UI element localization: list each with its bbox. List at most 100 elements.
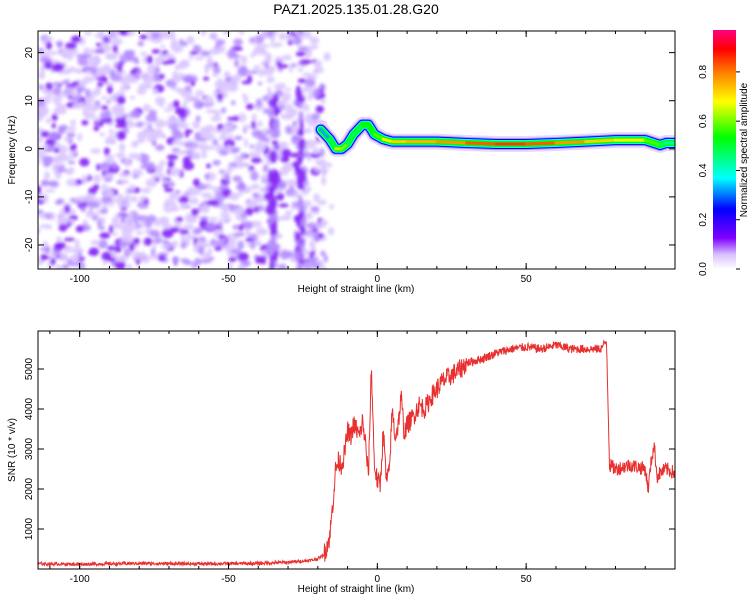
noise-blob bbox=[319, 84, 326, 90]
noise-streak bbox=[298, 102, 303, 110]
noise-blob bbox=[191, 208, 199, 217]
noise-blob bbox=[313, 193, 320, 203]
noise-blob bbox=[38, 105, 49, 116]
noise-blob bbox=[277, 263, 288, 269]
noise-blob bbox=[284, 250, 294, 258]
noise-blob bbox=[271, 140, 279, 146]
noise-blob bbox=[159, 160, 166, 166]
noise-streak bbox=[296, 155, 303, 166]
noise-blob bbox=[205, 109, 216, 114]
noise-blob bbox=[45, 224, 53, 230]
noise-blob bbox=[115, 260, 126, 269]
noise-blob bbox=[213, 186, 221, 193]
noise-blob bbox=[233, 232, 246, 237]
x-tick-label: -50 bbox=[221, 274, 236, 285]
noise-blob bbox=[94, 116, 101, 122]
noise-blob bbox=[132, 169, 143, 175]
noise-blob bbox=[93, 125, 100, 132]
noise-blob bbox=[85, 211, 96, 218]
noise-blob bbox=[201, 216, 209, 221]
noise-blob bbox=[98, 31, 105, 39]
noise-streak bbox=[299, 242, 305, 252]
noise-blob bbox=[315, 259, 324, 265]
noise-blob bbox=[72, 81, 80, 87]
noise-blob bbox=[215, 88, 222, 93]
noise-blob bbox=[100, 96, 108, 100]
noise-blob bbox=[194, 131, 201, 140]
noise-blob bbox=[206, 61, 215, 69]
noise-blob bbox=[236, 183, 247, 191]
noise-blob bbox=[201, 151, 208, 159]
noise-blob bbox=[251, 113, 257, 121]
noise-blob bbox=[252, 49, 259, 56]
noise-blob bbox=[144, 237, 153, 246]
noise-blob bbox=[264, 61, 270, 70]
noise-blob bbox=[208, 48, 221, 55]
noise-blob bbox=[304, 78, 316, 87]
noise-blob bbox=[94, 86, 101, 94]
noise-blob bbox=[99, 111, 110, 120]
noise-blob bbox=[50, 257, 56, 266]
noise-blob bbox=[62, 68, 73, 74]
noise-blob bbox=[309, 36, 320, 45]
noise-blob bbox=[201, 51, 211, 56]
noise-blob bbox=[257, 120, 263, 127]
noise-blob bbox=[219, 149, 229, 156]
noise-blob bbox=[219, 212, 231, 218]
noise-blob bbox=[150, 248, 156, 256]
noise-blob bbox=[233, 38, 243, 47]
noise-blob bbox=[129, 184, 136, 192]
noise-blob bbox=[113, 103, 124, 113]
noise-blob bbox=[257, 81, 263, 86]
y-tick-label: 2000 bbox=[24, 477, 35, 500]
noise-streak bbox=[298, 210, 304, 220]
noise-blob bbox=[158, 172, 164, 178]
noise-blob bbox=[118, 241, 128, 249]
noise-blob bbox=[135, 154, 143, 161]
noise-blob bbox=[232, 224, 240, 230]
noise-streak bbox=[298, 195, 303, 206]
noise-blob bbox=[83, 112, 96, 120]
noise-blob bbox=[212, 72, 218, 78]
noise-blob bbox=[38, 185, 42, 194]
snr-line bbox=[38, 339, 675, 568]
ridge-core-segment bbox=[328, 137, 338, 151]
noise-blob bbox=[166, 154, 179, 160]
noise-blob bbox=[227, 134, 234, 141]
noise-blob bbox=[137, 215, 149, 222]
noise-blob bbox=[142, 104, 152, 112]
noise-blob bbox=[38, 136, 44, 144]
noise-blob bbox=[225, 71, 231, 78]
noise-blob bbox=[40, 64, 46, 74]
noise-blob bbox=[172, 44, 184, 53]
noise-blob bbox=[123, 217, 129, 224]
noise-blob bbox=[42, 96, 51, 105]
noise-blob bbox=[91, 66, 97, 75]
noise-blob bbox=[307, 94, 313, 101]
noise-blob bbox=[154, 164, 164, 174]
noise-blob bbox=[249, 144, 254, 149]
noise-blob bbox=[40, 130, 50, 138]
noise-blob bbox=[215, 222, 224, 227]
noise-streak bbox=[268, 98, 278, 107]
noise-blob bbox=[192, 95, 200, 101]
noise-blob bbox=[121, 235, 131, 243]
noise-blob bbox=[306, 222, 318, 229]
noise-blob bbox=[179, 202, 187, 210]
noise-blob bbox=[189, 188, 201, 196]
noise-blob bbox=[237, 113, 247, 123]
noise-blob bbox=[137, 40, 145, 47]
noise-blob bbox=[134, 140, 140, 145]
noise-blob bbox=[200, 192, 211, 198]
noise-blob bbox=[297, 46, 308, 52]
noise-blob bbox=[174, 190, 181, 195]
noise-blob bbox=[313, 59, 322, 69]
noise-blob bbox=[281, 92, 292, 101]
noise-blob bbox=[146, 55, 153, 65]
noise-blob bbox=[44, 171, 50, 181]
noise-blob bbox=[128, 56, 139, 62]
noise-blob bbox=[51, 81, 64, 86]
noise-blob bbox=[45, 41, 52, 50]
noise-blob bbox=[276, 182, 287, 190]
